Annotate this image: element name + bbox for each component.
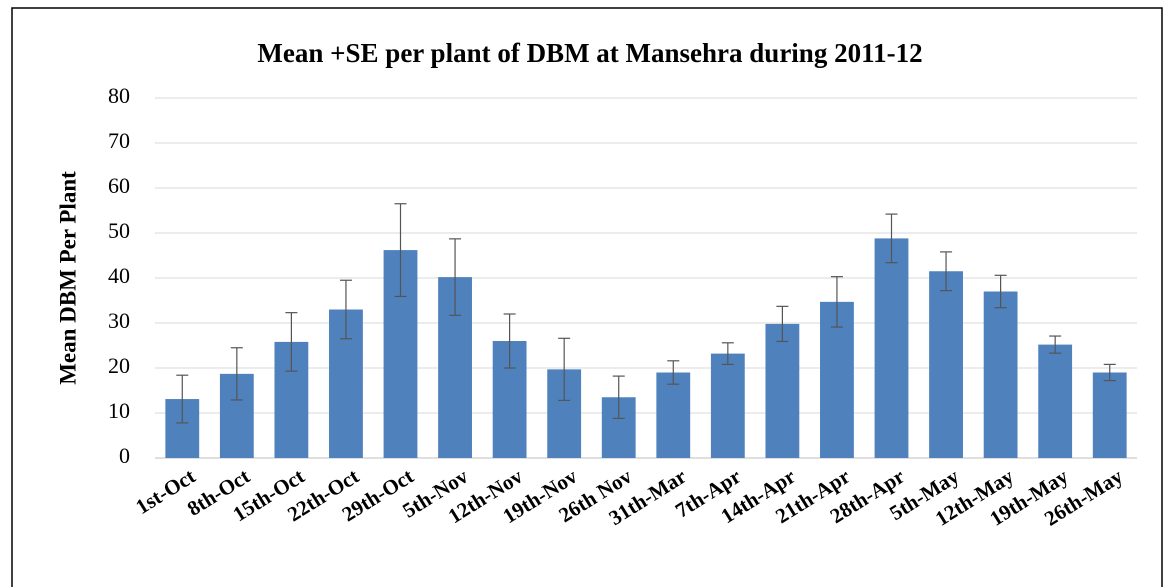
error-bar (394, 203, 407, 298)
error-bar (721, 342, 734, 365)
y-axis-label: Mean DBM Per Plant (55, 171, 80, 385)
y-tick-label: 60 (108, 173, 130, 198)
error-bar (503, 313, 516, 369)
error-bar (1049, 335, 1062, 354)
error-bar (830, 276, 843, 328)
error-bar (612, 375, 625, 419)
error-bar (449, 238, 462, 316)
bar (820, 301, 854, 458)
frame (11, 7, 1163, 587)
error-bar (776, 305, 789, 343)
error-bar (176, 374, 189, 424)
bar (983, 291, 1018, 458)
y-tick-label: 0 (119, 443, 130, 468)
error-bar (1103, 363, 1116, 382)
bar (1092, 372, 1127, 458)
y-tick-label: 10 (108, 398, 130, 423)
y-tick-label: 40 (108, 263, 130, 288)
bar (765, 323, 800, 458)
bar (656, 372, 691, 458)
error-bar (885, 213, 898, 264)
error-bar (667, 360, 680, 385)
error-bar (339, 279, 352, 340)
bar (929, 271, 963, 458)
bar (1038, 344, 1073, 458)
y-tick-label: 20 (108, 353, 130, 378)
error-bar (230, 347, 243, 401)
y-tick-label: 50 (108, 218, 130, 243)
error-bar (285, 312, 298, 372)
bar (874, 238, 909, 458)
error-bar (994, 274, 1007, 309)
y-tick-label: 30 (108, 308, 130, 333)
y-tick-label: 80 (108, 83, 130, 108)
bar (710, 353, 745, 458)
error-bar (558, 337, 571, 401)
y-tick-label: 70 (108, 128, 130, 153)
error-bar (940, 251, 953, 292)
chart-title: Mean +SE per plant of DBM at Mansehra du… (257, 38, 922, 68)
